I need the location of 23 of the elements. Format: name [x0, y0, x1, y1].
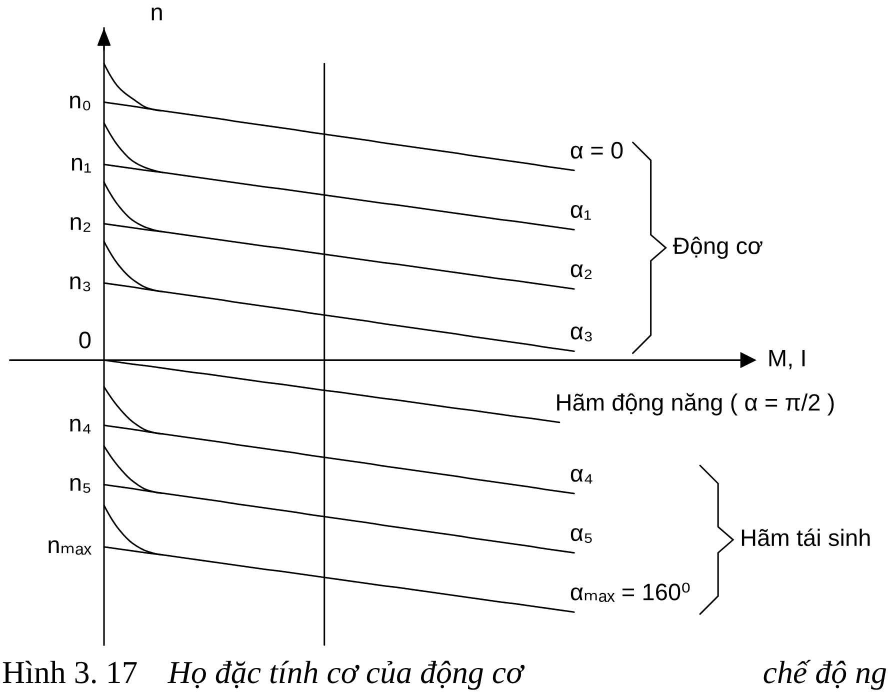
- series-label: α₁: [570, 205, 591, 220]
- series-label: α = 0: [570, 142, 623, 159]
- text: Hình 3. 17: [2, 660, 137, 684]
- text: n₂: [70, 217, 90, 232]
- series-label: α₂: [570, 264, 592, 280]
- legend-label: Hãm động năng ( α = π/2 ): [557, 393, 834, 416]
- text: 0: [79, 332, 91, 348]
- text: n₅: [70, 478, 90, 493]
- series-label: α₄: [570, 468, 592, 484]
- y-axis-title: n: [152, 8, 162, 20]
- text: nₘₐₓ: [48, 540, 92, 555]
- text: n₄: [70, 418, 91, 434]
- text: Họ đặc tính cơ của động cơ: [168, 660, 525, 690]
- text: Hãm tái sinh: [742, 528, 870, 546]
- text: Động cơ: [672, 236, 762, 259]
- series-label: α₃: [570, 326, 592, 342]
- text: chế độ ng: [764, 660, 886, 690]
- series-label: α₅: [570, 528, 592, 543]
- text: n₀: [70, 96, 90, 110]
- text: M, I: [769, 350, 805, 370]
- text: n₃: [70, 276, 90, 292]
- series-label: αₘₐₓ = 160⁰: [570, 582, 690, 602]
- text: n₁: [72, 158, 91, 173]
